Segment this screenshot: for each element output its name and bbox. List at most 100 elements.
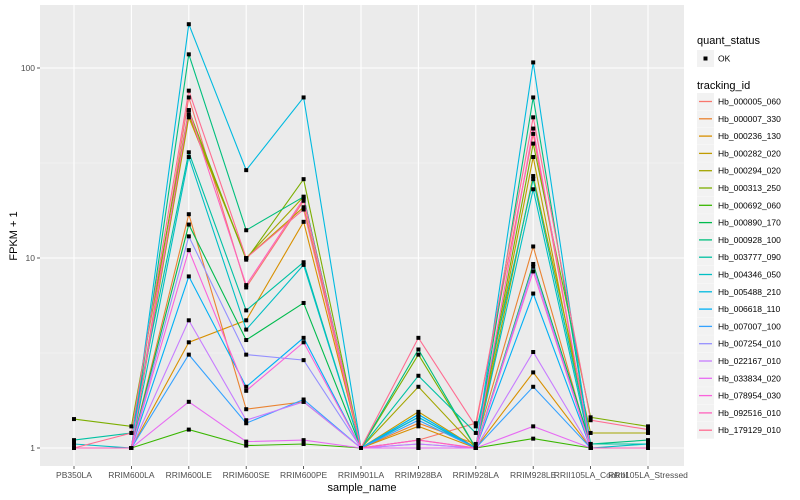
data-point xyxy=(244,439,249,444)
data-point xyxy=(531,126,536,131)
legend-label: Hb_000890_170 xyxy=(718,218,781,228)
data-point xyxy=(473,424,478,429)
data-point xyxy=(531,174,536,179)
data-point xyxy=(646,427,650,432)
legend-label: Hb_000294_020 xyxy=(718,166,781,176)
y-tick-label: 100 xyxy=(21,63,35,73)
data-point xyxy=(244,318,249,323)
x-tick-label: RRIM600LE xyxy=(166,470,213,480)
legend: quant_status OK tracking_id Hb_000005_06… xyxy=(697,35,781,439)
data-point xyxy=(531,95,536,100)
data-point xyxy=(244,327,249,332)
data-point xyxy=(72,441,76,446)
legend-label: Hb_004346_050 xyxy=(718,270,781,280)
x-tick-label: RRII105LA_Control xyxy=(554,470,628,480)
x-tick-label: RRIM928BA xyxy=(395,470,443,480)
x-axis-title: sample_name xyxy=(327,482,396,494)
legend-item: Hb_005488_210 xyxy=(697,283,781,301)
data-point xyxy=(186,234,191,239)
data-point xyxy=(531,350,536,355)
legend-item: Hb_006618_110 xyxy=(697,300,781,318)
data-point xyxy=(244,418,249,423)
data-point xyxy=(301,397,306,402)
data-point xyxy=(301,399,306,404)
data-point xyxy=(531,384,536,389)
x-tick-label: RRIM600SE xyxy=(223,470,271,480)
legend-item: Hb_022167_010 xyxy=(697,352,781,370)
data-point xyxy=(186,248,191,253)
data-point xyxy=(301,438,306,443)
data-point xyxy=(129,424,134,429)
data-point xyxy=(301,300,306,305)
data-point xyxy=(646,424,650,429)
data-point xyxy=(416,421,421,426)
data-point xyxy=(531,291,536,296)
data-point xyxy=(588,441,593,446)
x-tick-label: RRIM901LA xyxy=(338,470,385,480)
data-point xyxy=(531,115,536,120)
data-point xyxy=(416,373,421,378)
data-point xyxy=(359,446,363,450)
data-point xyxy=(186,212,191,217)
data-point xyxy=(531,141,536,146)
data-point xyxy=(244,421,249,426)
data-point xyxy=(186,108,191,113)
data-point xyxy=(301,358,306,363)
data-point xyxy=(301,335,306,340)
data-point xyxy=(301,207,306,212)
data-point xyxy=(646,430,650,435)
data-point xyxy=(244,168,249,173)
data-point xyxy=(301,198,306,203)
data-point xyxy=(186,222,191,227)
data-points xyxy=(72,22,650,450)
data-point xyxy=(473,430,478,435)
shape-legend-label: OK xyxy=(718,54,731,64)
data-point xyxy=(186,95,191,100)
data-point xyxy=(531,370,536,375)
y-axis-title: FPKM + 1 xyxy=(8,211,20,260)
data-point xyxy=(244,256,249,260)
data-point xyxy=(531,269,536,274)
legend-item: Hb_000282_020 xyxy=(697,144,781,162)
legend-label: Hb_007007_100 xyxy=(718,321,781,331)
legend-label: Hb_005488_210 xyxy=(718,287,781,297)
y-axis: 1 10 100 xyxy=(21,63,40,453)
data-point xyxy=(244,407,249,412)
legend-item: Hb_007007_100 xyxy=(697,317,781,335)
data-point xyxy=(588,418,593,423)
data-point xyxy=(588,415,593,420)
legend-label: Hb_000928_100 xyxy=(718,235,781,245)
legend-label: Hb_092516_010 xyxy=(718,408,781,418)
legend-item: Hb_000313_250 xyxy=(697,179,781,197)
data-point xyxy=(244,384,249,389)
data-point xyxy=(244,228,249,233)
legend-label: Hb_003777_090 xyxy=(718,252,781,262)
data-point xyxy=(301,441,306,446)
x-tick-label: RRIM600PE xyxy=(280,470,328,480)
data-point xyxy=(301,177,306,182)
data-point xyxy=(416,438,421,443)
data-point xyxy=(129,430,134,435)
data-point xyxy=(72,417,76,422)
data-point xyxy=(416,335,421,340)
data-point xyxy=(531,261,536,266)
legend-label: Hb_179129_010 xyxy=(718,425,781,435)
legend-item: Hb_004346_050 xyxy=(697,266,781,283)
data-point xyxy=(244,443,249,448)
legend-item: Hb_000236_130 xyxy=(697,127,781,145)
legend-label: Hb_022167_010 xyxy=(718,356,781,366)
legend-item: Hb_078954_030 xyxy=(697,387,781,405)
legend-label: Hb_033834_020 xyxy=(718,373,781,383)
data-point xyxy=(531,424,536,429)
legend-label: Hb_000007_330 xyxy=(718,114,781,124)
data-point xyxy=(186,274,191,279)
legend-label: Hb_078954_030 xyxy=(718,391,781,401)
legend-item: Hb_000692_060 xyxy=(697,196,781,214)
data-point xyxy=(531,244,536,249)
legend-label: Hb_000236_130 xyxy=(718,131,781,141)
color-legend-title: tracking_id xyxy=(697,80,750,92)
data-point xyxy=(244,308,249,313)
legend-item: Hb_033834_020 xyxy=(697,369,781,387)
data-point xyxy=(129,446,134,450)
legend-label: Hb_006618_110 xyxy=(718,304,781,314)
